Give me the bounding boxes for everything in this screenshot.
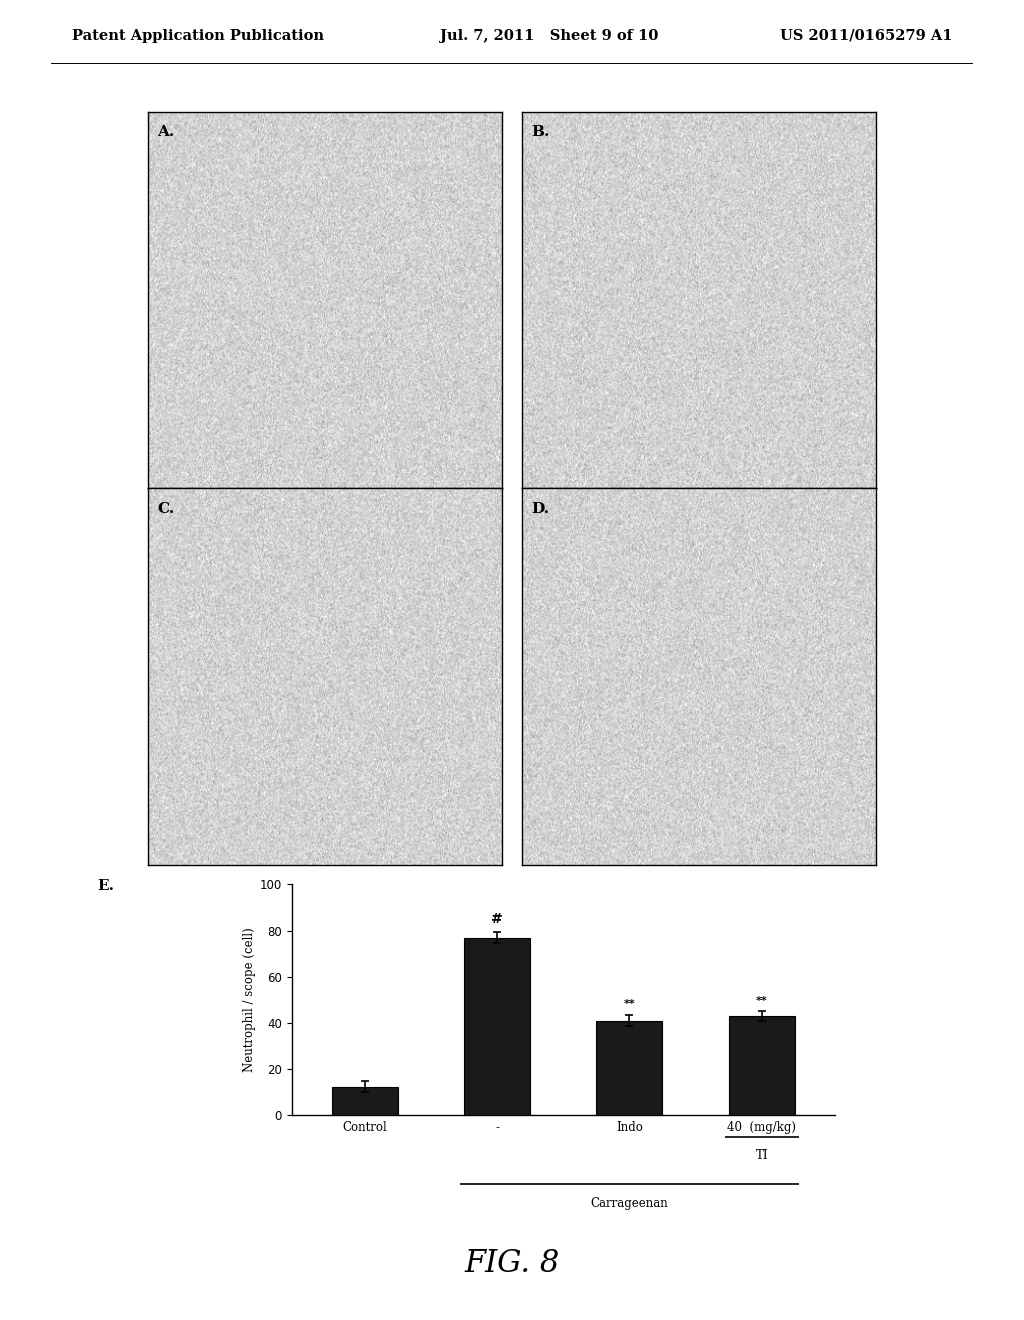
Text: US 2011/0165279 A1: US 2011/0165279 A1: [780, 29, 952, 42]
Text: FIG. 8: FIG. 8: [464, 1249, 560, 1279]
Text: **: **: [624, 999, 635, 1010]
Text: B.: B.: [531, 125, 550, 140]
Bar: [729, 1016, 795, 1115]
Text: Patent Application Publication: Patent Application Publication: [72, 29, 324, 42]
Text: E.: E.: [97, 879, 115, 894]
Text: A.: A.: [158, 125, 174, 140]
Text: D.: D.: [531, 502, 549, 516]
Text: **: **: [756, 995, 768, 1006]
Text: #: #: [492, 912, 503, 927]
Text: TI: TI: [756, 1150, 768, 1162]
Y-axis label: Neutrophil / scope (cell): Neutrophil / scope (cell): [243, 928, 256, 1072]
Bar: [464, 937, 530, 1115]
Text: Jul. 7, 2011   Sheet 9 of 10: Jul. 7, 2011 Sheet 9 of 10: [440, 29, 658, 42]
Text: Carrageenan: Carrageenan: [591, 1197, 669, 1209]
Bar: [332, 1086, 397, 1115]
Text: C.: C.: [158, 502, 174, 516]
Bar: [596, 1020, 663, 1115]
